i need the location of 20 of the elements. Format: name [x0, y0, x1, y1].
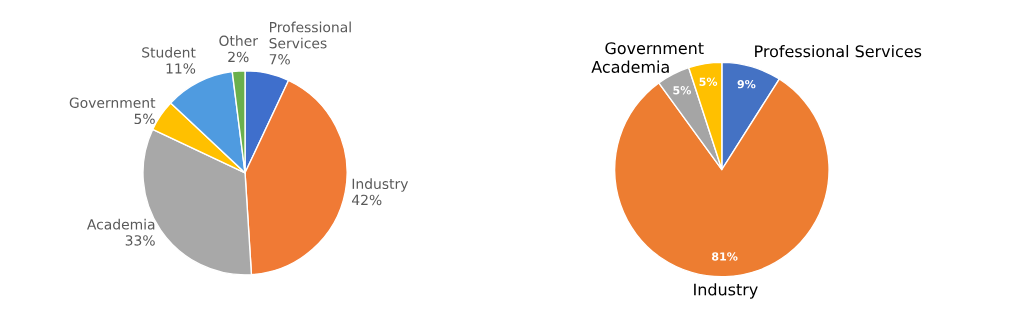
slice-label: Industry: [694, 283, 758, 299]
data-label: 81%: [711, 252, 738, 261]
data-label: 2%: [228, 51, 249, 63]
slice-label: Government: [69, 97, 156, 108]
slice-label: Student: [142, 46, 196, 58]
slice-label: Professional Services: [755, 44, 922, 58]
data-label: 9%: [737, 79, 756, 89]
slice-label: Government: [605, 42, 704, 55]
data-label: 33%: [125, 235, 155, 246]
slice-label: Other: [219, 35, 258, 47]
data-label: 11%: [166, 63, 196, 74]
slice-label: Industry: [352, 178, 409, 192]
data-label: 5%: [699, 77, 718, 86]
data-label: 42%: [351, 194, 382, 206]
data-label: 5%: [134, 113, 155, 125]
slice-label: Academia: [87, 218, 155, 230]
slice-label: Professional Services: [269, 21, 351, 49]
data-label: 7%: [269, 54, 290, 65]
data-label: 5%: [673, 86, 691, 95]
slice-label: Academia: [591, 60, 669, 73]
